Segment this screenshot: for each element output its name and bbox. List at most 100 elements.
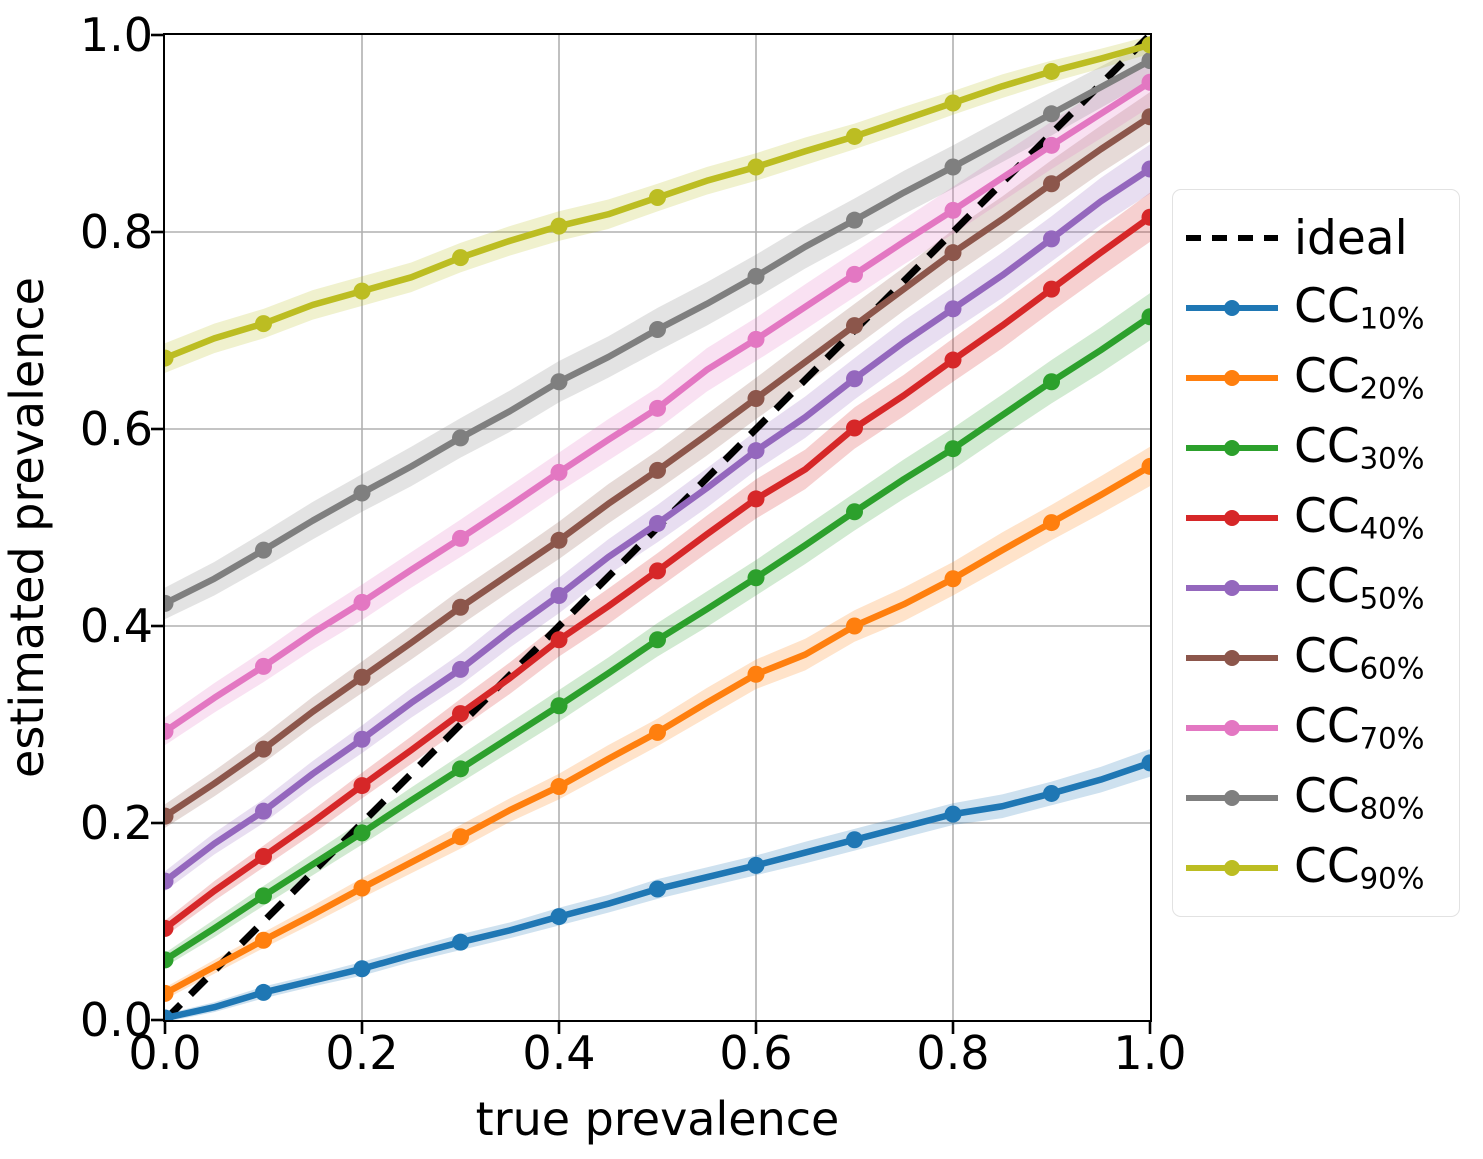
data-point (452, 828, 469, 846)
data-point (944, 300, 962, 318)
series-CC90% (165, 36, 1150, 367)
x-tick-label: 0.0 (128, 1026, 202, 1080)
series-CC10% (165, 754, 1150, 1020)
legend-swatch-icon (1184, 500, 1280, 536)
series-CC70% (165, 73, 1150, 740)
legend-item-CC20%[interactable]: CC20% (1184, 343, 1448, 413)
data-point (649, 515, 666, 533)
data-point (165, 722, 174, 740)
plot-area (163, 33, 1152, 1022)
x-axis-label: true prevalence (475, 1092, 840, 1146)
data-point (649, 562, 666, 580)
data-point (1141, 160, 1150, 178)
legend-item-CC40%[interactable]: CC40% (1184, 483, 1448, 553)
data-point (649, 399, 666, 417)
data-point (1043, 784, 1060, 802)
data-point (353, 879, 371, 897)
legend-item-CC10%[interactable]: CC10% (1184, 273, 1448, 343)
data-point (846, 617, 863, 635)
data-point (165, 1009, 174, 1020)
legend-item-CC80%[interactable]: CC80% (1184, 763, 1448, 833)
legend-label: CC60% (1294, 628, 1425, 686)
legend-label: CC70% (1294, 698, 1425, 756)
data-point (747, 158, 765, 176)
chart-svg (165, 35, 1150, 1020)
data-point (944, 158, 962, 176)
data-point (550, 631, 568, 649)
series-CC80% (165, 52, 1150, 612)
data-point (944, 351, 962, 369)
data-point (353, 824, 371, 842)
series-CC20% (165, 457, 1150, 1002)
data-point (1043, 136, 1060, 154)
y-tick-label: 0.4 (79, 599, 153, 653)
y-tick-label: 0.6 (79, 402, 153, 456)
data-point (747, 267, 765, 285)
legend-swatch-icon (1184, 360, 1280, 396)
data-point (550, 908, 568, 926)
data-point (846, 419, 863, 437)
data-point (649, 631, 666, 649)
data-point (452, 760, 469, 778)
legend-swatch-icon (1184, 570, 1280, 606)
legend-label: CC30% (1294, 418, 1425, 476)
series-CC30% (165, 308, 1150, 969)
data-point (255, 657, 272, 675)
data-point (452, 660, 469, 678)
legend-item-CC30%[interactable]: CC30% (1184, 413, 1448, 483)
data-point (255, 931, 272, 949)
data-point (846, 317, 863, 335)
data-point (846, 127, 863, 145)
x-tick-label: 1.0 (1113, 1026, 1187, 1080)
data-point (550, 463, 568, 481)
data-point (550, 531, 568, 549)
data-point (353, 593, 371, 611)
data-point (1043, 175, 1060, 193)
legend-swatch-icon (1184, 850, 1280, 886)
legend-item-CC70%[interactable]: CC70% (1184, 693, 1448, 763)
data-point (846, 831, 863, 849)
data-point (255, 847, 272, 865)
data-point (1141, 457, 1150, 475)
data-point (944, 570, 962, 588)
data-point (452, 249, 469, 267)
data-point (165, 349, 174, 367)
data-point (255, 740, 272, 758)
legend-item-CC90%[interactable]: CC90% (1184, 833, 1448, 903)
data-point (1043, 62, 1060, 80)
data-point (1141, 36, 1150, 54)
data-point (165, 872, 174, 890)
series-CC60% (165, 108, 1150, 825)
x-tick-label: 0.6 (719, 1026, 793, 1080)
chart-legend: ideal CC10% CC20% CC30% CC40% CC50% CC60% CC70%… (1172, 189, 1460, 917)
x-tick-label: 0.4 (522, 1026, 596, 1080)
data-point (1141, 754, 1150, 772)
legend-swatch-icon (1184, 290, 1280, 326)
data-point (353, 668, 371, 686)
legend-item-CC50%[interactable]: CC50% (1184, 553, 1448, 623)
data-point (452, 429, 469, 447)
data-point (353, 777, 371, 795)
data-point (649, 189, 666, 207)
data-point (944, 201, 962, 219)
legend-label: CC10% (1294, 278, 1425, 336)
data-point (846, 211, 863, 229)
legend-item-CC60%[interactable]: CC60% (1184, 623, 1448, 693)
data-point (747, 665, 765, 683)
data-point (165, 951, 174, 969)
data-point (846, 265, 863, 283)
data-point (649, 880, 666, 898)
x-tick-label: 0.2 (325, 1026, 399, 1080)
data-point (1043, 230, 1060, 248)
data-point (944, 805, 962, 823)
data-point (452, 529, 469, 547)
data-point (747, 442, 765, 460)
data-point (1141, 308, 1150, 326)
data-point (452, 705, 469, 723)
legend-swatch-icon (1184, 710, 1280, 746)
legend-item-ideal[interactable]: ideal (1184, 203, 1448, 273)
data-point (452, 933, 469, 951)
data-point (747, 569, 765, 587)
legend-swatch-icon (1184, 430, 1280, 466)
